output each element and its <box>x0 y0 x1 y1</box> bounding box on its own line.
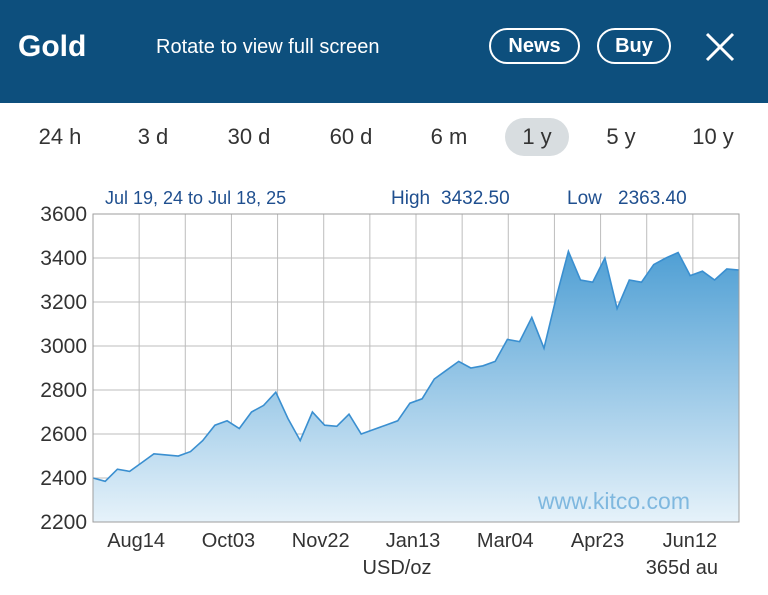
high-value: 3432.50 <box>441 188 510 209</box>
low-value: 2363.40 <box>618 188 687 209</box>
range-selector: 24 h 3 d 30 d 60 d 6 m 1 y 5 y 10 y <box>0 103 768 163</box>
range-tab-60d[interactable]: 60 d <box>329 124 373 149</box>
range-tab-5y[interactable]: 5 y <box>606 124 636 149</box>
news-button[interactable]: News <box>489 28 580 64</box>
range-tab-6m[interactable]: 6 m <box>430 124 468 149</box>
x-tick-label: Oct03 <box>202 530 255 552</box>
plot-frame <box>92 213 740 523</box>
period-note: 365d au <box>646 557 718 579</box>
x-tick-label: Jan13 <box>386 530 441 552</box>
y-tick-label: 3000 <box>40 335 87 358</box>
close-icon[interactable] <box>704 31 736 63</box>
x-tick-label: Apr23 <box>571 530 624 552</box>
range-tab-24h[interactable]: 24 h <box>38 124 82 149</box>
y-tick-label: 2400 <box>40 467 87 490</box>
header-bar: Gold Rotate to view full screen News Buy <box>0 0 768 103</box>
price-chart: 3600 3400 3200 3000 2800 2600 2400 2200 Aug14 Oc… <box>0 170 768 590</box>
x-tick-label: Nov22 <box>292 530 350 552</box>
chart-svg: 3600 3400 3200 3000 2800 2600 2400 2200 Aug14 Oc… <box>40 188 740 579</box>
x-tick-label: Jun12 <box>663 530 718 552</box>
buy-button[interactable]: Buy <box>597 28 671 64</box>
y-tick-label: 3200 <box>40 291 87 314</box>
y-tick-label: 2800 <box>40 379 87 402</box>
date-range-label: Jul 19, 24 to Jul 18, 25 <box>105 188 286 208</box>
y-tick-label: 3600 <box>40 203 87 226</box>
price-line <box>92 248 740 483</box>
watermark: www.kitco.com <box>537 488 690 514</box>
range-tab-3d[interactable]: 3 d <box>137 124 169 149</box>
range-tab-10y[interactable]: 10 y <box>692 124 734 149</box>
y-tick-label: 2600 <box>40 423 87 446</box>
rotate-hint: Rotate to view full screen <box>156 36 380 58</box>
high-label: High <box>391 188 430 209</box>
page-title: Gold <box>18 30 87 63</box>
range-tab-1y[interactable]: 1 y <box>505 118 569 156</box>
x-axis-ticks: Aug14 Oct03 Nov22 Jan13 Mar04 Apr23 Jun12 <box>107 530 717 552</box>
low-label: Low <box>567 188 602 209</box>
x-tick-label: Aug14 <box>107 530 165 552</box>
range-tab-30d[interactable]: 30 d <box>227 124 271 149</box>
x-axis-unit-label: USD/oz <box>363 557 432 579</box>
y-tick-label: 2200 <box>40 511 87 534</box>
x-tick-label: Mar04 <box>477 530 534 552</box>
price-area <box>93 251 739 522</box>
y-tick-label: 3400 <box>40 247 87 270</box>
y-axis-ticks: 3600 3400 3200 3000 2800 2600 2400 2200 <box>40 203 87 534</box>
